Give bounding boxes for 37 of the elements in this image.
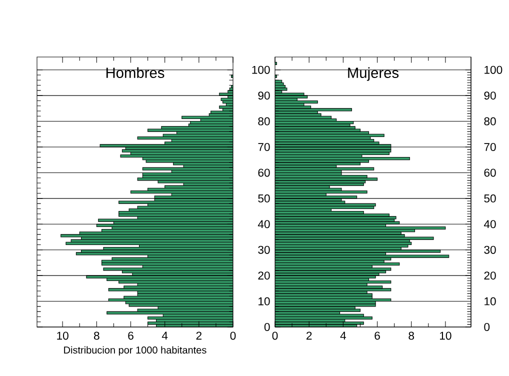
x-tick-label: 10 — [57, 332, 68, 340]
y-tick-label: 70 — [484, 143, 496, 152]
x-tick-label: 2 — [306, 332, 312, 340]
x-tick-label: 0 — [230, 332, 236, 340]
y2-tick-label: 100 — [252, 66, 270, 74]
y2-tick-label: 90 — [258, 92, 270, 100]
y-tick-label: 60 — [484, 168, 496, 177]
y2-tick-label: 0 — [264, 323, 270, 332]
y2-tick-label: 40 — [258, 220, 270, 228]
x-tick-label: 8 — [408, 332, 414, 340]
y2-tick-label: 70 — [258, 143, 270, 152]
x-axis-title: Distribucion por 1000 habitantes — [64, 346, 206, 356]
y-tick-label: 90 — [484, 92, 496, 100]
x-tick-label: 6 — [374, 332, 380, 340]
y2-tick-label: 30 — [258, 246, 270, 254]
x-tick-label: 6 — [128, 332, 134, 340]
y2-tick-label: 50 — [258, 194, 270, 202]
text: Hombres — [106, 67, 164, 78]
y2-tick-label: 20 — [258, 272, 270, 280]
y-tick-label: 80 — [484, 117, 496, 126]
y-tick-label: 50 — [484, 194, 496, 202]
y-tick-label: 30 — [484, 246, 496, 254]
x-tick-label: 0 — [272, 332, 278, 340]
x-tick-label: 2 — [196, 332, 202, 340]
y-tick-label: 20 — [484, 272, 496, 280]
x-tick-label: 10 — [440, 332, 452, 340]
text: Mujeres — [348, 67, 399, 81]
x-tick-label: 4 — [340, 332, 346, 340]
y2-tick-label: 10 — [258, 297, 270, 306]
x-tick-label: 4 — [162, 332, 168, 340]
y2-tick-label: 60 — [258, 168, 270, 177]
y-tick-label: 10 — [484, 297, 496, 306]
y-tick-label: 0 — [484, 322, 490, 332]
y-tick-label: 100 — [484, 66, 502, 74]
y-tick-label: 40 — [484, 220, 496, 228]
x-tick-label: 8 — [94, 332, 100, 340]
y2-tick-label: 80 — [258, 117, 270, 126]
